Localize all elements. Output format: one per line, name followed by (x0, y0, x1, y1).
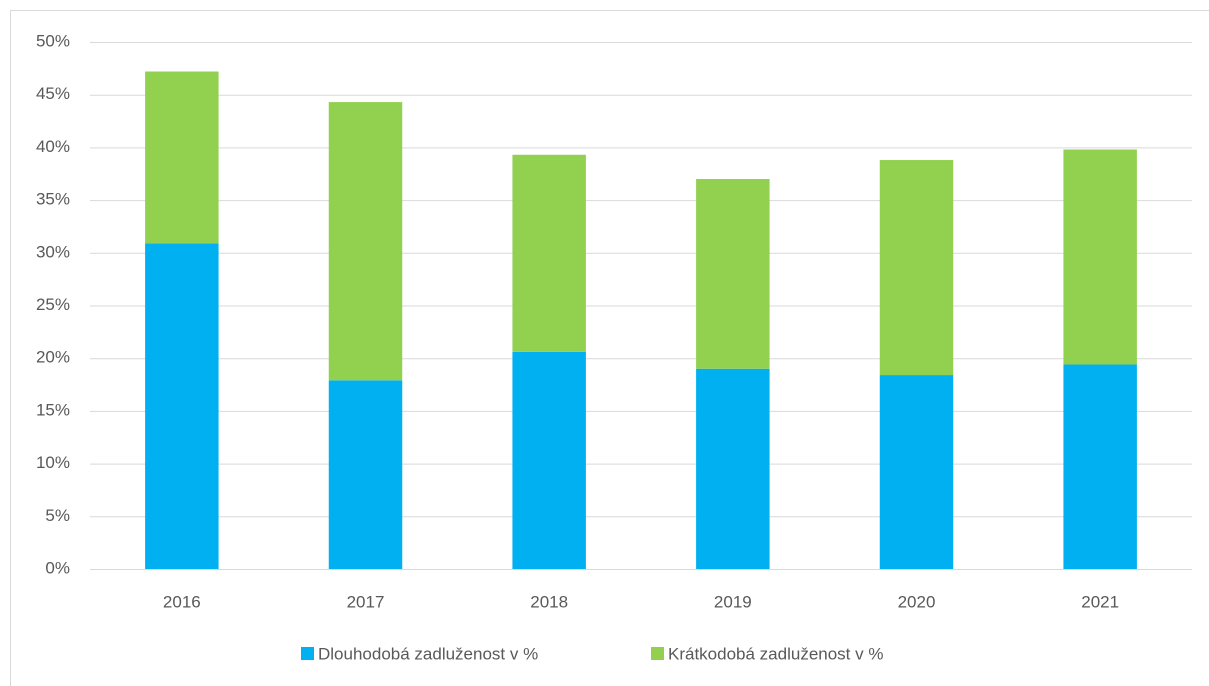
bar-segment (696, 368, 770, 569)
x-tick-label: 2018 (530, 592, 568, 611)
y-tick-label: 30% (36, 242, 70, 261)
legend-label: Dlouhodobá zadluženost v % (318, 644, 538, 663)
bar-segment (512, 154, 586, 352)
bar-segment (328, 380, 403, 569)
y-tick-label: 35% (36, 190, 70, 209)
y-tick-label: 0% (45, 558, 70, 577)
y-tick-label: 15% (36, 400, 70, 419)
bar-segment (328, 102, 403, 381)
x-tick-label: 2021 (1081, 592, 1119, 611)
y-tick-label: 45% (36, 84, 70, 103)
y-tick-label: 50% (36, 31, 70, 50)
bar-segment (1063, 364, 1137, 569)
x-tick-label: 2020 (898, 592, 936, 611)
bar-segment (879, 160, 954, 376)
chart-border (10, 10, 1209, 686)
y-tick-label: 20% (36, 348, 70, 367)
y-tick-label: 10% (36, 453, 70, 472)
y-tick-label: 25% (36, 295, 70, 314)
bar-segment (879, 375, 954, 569)
y-tick-label: 40% (36, 137, 70, 156)
legend-label: Krátkodobá zadluženost v % (668, 644, 883, 663)
x-tick-label: 2016 (163, 592, 201, 611)
legend-swatch (301, 647, 314, 660)
x-tick-label: 2017 (347, 592, 385, 611)
legend-swatch (651, 647, 664, 660)
bar-segment (512, 351, 586, 569)
bar-segment (696, 179, 770, 369)
x-tick-label: 2019 (714, 592, 752, 611)
y-tick-label: 5% (45, 506, 70, 525)
bar-segment (145, 243, 219, 569)
bar-segment (1063, 149, 1137, 365)
bar-segment (145, 71, 219, 244)
